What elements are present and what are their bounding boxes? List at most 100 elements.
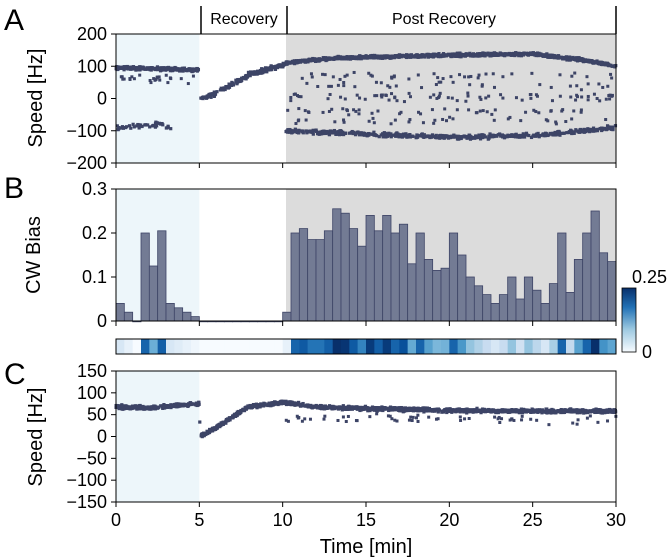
panel-c-point: [612, 408, 616, 412]
panel-a-point: [407, 120, 411, 124]
panel-c-point: [336, 407, 341, 411]
panel-a-point: [238, 78, 243, 82]
panel-c-point: [449, 409, 453, 413]
panel-a-point: [568, 84, 572, 88]
panel-a-point: [529, 96, 533, 100]
panel-a-shade-0: [116, 34, 200, 163]
panel-c-point: [606, 419, 610, 423]
panel-c-point: [395, 419, 399, 423]
panel-a-point: [437, 52, 441, 56]
panel-b-bar: [398, 223, 409, 322]
panel-c-point: [176, 403, 180, 407]
panel-c-point: [332, 406, 337, 411]
panel-a-point: [148, 125, 152, 129]
heatmap-cell: [607, 339, 617, 354]
panel-c-point: [323, 404, 327, 408]
heatmap-cell: [449, 339, 458, 354]
panel-c-point: [540, 410, 544, 414]
panel-a-point: [355, 93, 359, 97]
panel-a-point: [407, 77, 411, 81]
panel-c-point: [244, 405, 248, 409]
panel-a-point: [610, 94, 614, 98]
panel-a-point: [243, 76, 247, 80]
panel-b-bar: [315, 239, 325, 322]
heatmap-cell: [591, 339, 600, 354]
panel-c-point: [594, 407, 598, 411]
panel-b-bar: [490, 302, 500, 322]
panel-a-point: [337, 55, 341, 59]
panel-a-point: [503, 134, 507, 138]
panel-a-point: [328, 92, 332, 96]
panel-c-point: [596, 420, 600, 424]
panel-a-point: [135, 124, 139, 128]
panel-c-point: [117, 406, 121, 410]
panel-a-point: [562, 56, 566, 60]
panel-a-point: [539, 52, 543, 56]
panel-a-point: [442, 136, 446, 140]
panel-a-point: [434, 53, 438, 57]
panel-a-point: [544, 131, 548, 135]
panel-a-point: [148, 66, 152, 70]
panel-a-point: [375, 94, 379, 98]
panel-a-point: [446, 136, 451, 140]
panel-c-point: [336, 405, 340, 409]
panel-a-point: [119, 75, 123, 79]
panel-a-point: [488, 132, 492, 136]
panel-a-point: [269, 67, 273, 72]
panel-a-point: [297, 107, 301, 111]
panel-c-point: [367, 406, 371, 411]
panel-a-point: [493, 53, 497, 57]
panel-a-point: [575, 84, 579, 88]
panel-a-point: [137, 123, 141, 127]
panel-a-point: [534, 110, 538, 114]
panel-c-point: [596, 409, 600, 413]
panel-c-ylabel: Speed [Hz]: [25, 388, 47, 487]
panel-a-point: [317, 130, 321, 134]
panel-a-point: [306, 58, 310, 63]
panel-a-point: [164, 73, 168, 77]
panel-a-point: [369, 73, 373, 77]
panel-a-point: [564, 120, 568, 124]
panel-c-point: [463, 409, 467, 413]
panel-a-point: [117, 125, 121, 130]
panel-a-point: [189, 69, 193, 73]
panel-a-point: [149, 81, 153, 85]
panel-a-point: [284, 60, 288, 64]
panel-b-bar: [473, 285, 484, 322]
panel-c-point: [208, 427, 212, 432]
panel-b-bar: [157, 230, 167, 322]
panel-a-point: [390, 92, 394, 96]
panel-a-point: [299, 60, 303, 64]
panel-a-point: [441, 52, 446, 56]
heatmap-cell: [349, 339, 358, 354]
panel-c-shade-0: [116, 371, 200, 502]
panel-c-point: [372, 406, 376, 410]
panel-c-point: [246, 404, 250, 408]
panel-c-point: [301, 403, 305, 408]
panel-a-point: [543, 133, 547, 137]
panel-a-point: [483, 135, 488, 139]
panel-c-point: [382, 406, 386, 410]
panel-a-point: [514, 133, 519, 137]
panel-c-point: [115, 404, 119, 408]
panel-c-point: [269, 403, 273, 407]
panel-c-point: [399, 405, 403, 410]
panel-a-point: [299, 95, 303, 99]
panel-a-point: [338, 55, 343, 59]
panel-a-point: [347, 131, 352, 135]
panel-a-point: [508, 133, 513, 138]
panel-b-bar: [348, 228, 359, 322]
panel-c-point: [372, 408, 376, 412]
heatmap-cell: [424, 339, 433, 354]
panel-c-point: [403, 406, 408, 410]
panel-c-point: [535, 418, 539, 422]
panel-c-point: [220, 423, 224, 427]
panel-a-point: [132, 77, 136, 81]
panel-a-point: [393, 96, 397, 100]
panel-a-point: [285, 129, 289, 133]
panel-a-point: [492, 118, 496, 122]
panel-a-point: [341, 107, 345, 111]
panel-c-point: [522, 408, 526, 413]
panel-a-point: [295, 94, 299, 98]
panel-a-point: [476, 76, 480, 80]
